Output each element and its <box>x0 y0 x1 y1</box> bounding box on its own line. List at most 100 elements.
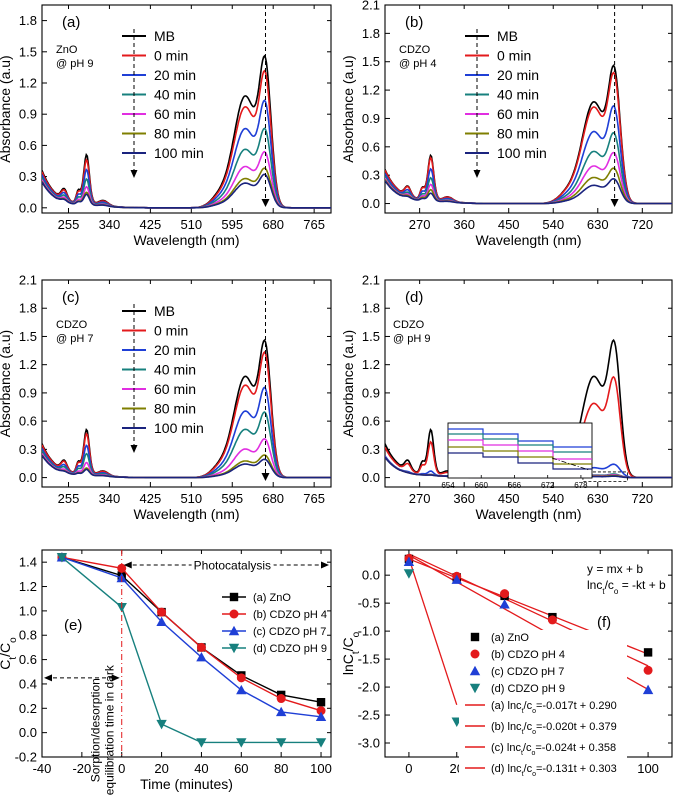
legend-marker <box>228 643 240 654</box>
y-tick-label: 0.4 <box>19 676 37 691</box>
plot-frame <box>384 4 673 214</box>
legend-entry: 100 min <box>154 145 204 161</box>
sample-label-line: @ pH 9 <box>393 333 430 345</box>
y-tick-label: 1.5 <box>362 329 380 344</box>
x-tick-label: 630 <box>587 491 609 506</box>
panel-label: (c) <box>62 289 80 306</box>
y-tick-label: 1.2 <box>19 357 37 372</box>
y-axis-label: Absorbance (a.u) <box>340 330 356 437</box>
legend-entry: MB <box>154 28 175 44</box>
y-tick-label: 1.2 <box>362 357 380 372</box>
equation-line1: y = mx + b <box>587 562 643 576</box>
data-point <box>316 698 326 707</box>
inset-x-tick-label: 666 <box>508 481 522 490</box>
series-group <box>42 54 331 209</box>
x-tick-label: 100 <box>637 761 659 776</box>
x-tick-label: 340 <box>99 491 121 506</box>
y-tick-label: 1.2 <box>19 579 37 594</box>
peak-marker-arrowhead <box>261 199 270 207</box>
x-tick-label: 425 <box>140 217 162 232</box>
inset-x-tick-label: 660 <box>475 481 489 490</box>
arrowhead <box>111 674 120 682</box>
arrowhead <box>44 674 52 682</box>
legend-fit-entry: (c) lnct/co=-0.024t + 0.358 <box>491 742 616 757</box>
legend-fit-entry: (a) lnct/co=-0.017t + 0.290 <box>491 700 617 715</box>
y-tick-label: 0.0 <box>362 470 380 485</box>
panel-label: (d) <box>405 289 423 306</box>
legend-entry: 40 min <box>497 87 539 103</box>
data-point <box>275 706 287 717</box>
y-tick-label: -1.0 <box>358 624 380 639</box>
plot-frame <box>41 279 332 488</box>
y-axis-label: Absorbance (a.u) <box>0 55 13 162</box>
sample-label-line: CDZO <box>393 319 425 331</box>
arrowhead <box>321 561 329 569</box>
series-line-80-min <box>42 454 331 479</box>
x-tick-label: 680 <box>262 491 284 506</box>
y-tick-label: 0.3 <box>19 169 37 184</box>
panel-label: (b) <box>405 14 423 31</box>
y-tick-label: 1.5 <box>362 54 380 69</box>
y-tick-label: 0.9 <box>362 111 380 126</box>
legend-marker <box>228 625 240 636</box>
y-tick-label: 0.3 <box>19 442 37 457</box>
y-axis-label: Absorbance (a.u) <box>0 330 13 437</box>
legend-entry: 80 min <box>154 126 196 142</box>
plot-frame <box>41 4 332 214</box>
inset-x-tick-label: 654 <box>441 481 455 490</box>
legend-background <box>459 630 627 804</box>
panel-b: 270 360 450 540 630 720 0.0 0.3 0.6 0.9 1.2 1.5 1.8 2… <box>340 0 673 248</box>
y-tick-label: 0.0 <box>19 200 37 215</box>
x-tick-label: 720 <box>631 491 653 506</box>
legend-marker <box>470 632 480 642</box>
data-point <box>642 684 654 695</box>
y-tick-label: 2.1 <box>362 0 380 13</box>
x-tick-label: 765 <box>303 491 325 506</box>
y-tick-label: -3.0 <box>358 736 380 751</box>
y-tick-label: 0.6 <box>19 138 37 153</box>
legend-entry: 60 min <box>154 106 196 122</box>
legend-entry: 0 min <box>154 323 188 339</box>
panel-c: 255 340 425 510 595 680 765 0.0 0.3 0.6 0.9 1.2 1.5 1… <box>0 273 332 522</box>
y-tick-label: 1.5 <box>19 44 37 59</box>
x-tick-label: 540 <box>542 491 564 506</box>
x-tick-label: 40 <box>194 761 208 776</box>
y-tick-label: 1.8 <box>362 26 380 41</box>
x-tick-label: 510 <box>180 491 202 506</box>
y-tick-label: -1.5 <box>358 652 380 667</box>
zoom-box <box>582 471 628 482</box>
data-point <box>56 553 68 563</box>
y-tick-label: 0.9 <box>362 385 380 400</box>
inset-x-tick-label: 672 <box>541 481 555 490</box>
x-tick-label: 270 <box>409 217 431 232</box>
x-axis-label: Wavelength (nm) <box>133 232 239 248</box>
dark-label-line2: equilibration time in dark <box>103 664 117 795</box>
y-tick-label: 2.1 <box>362 273 380 288</box>
legend-entry: (c) CDZO pH 7 <box>491 666 564 678</box>
y-axis-label: Ct/Co <box>0 637 19 670</box>
x-tick-label: 595 <box>221 217 243 232</box>
legend-entry: (a) ZnO <box>491 632 529 644</box>
arrowhead <box>123 561 132 569</box>
x-tick-label: 540 <box>542 217 564 232</box>
y-tick-label: 1.2 <box>362 83 380 98</box>
y-tick-label: -2.5 <box>358 708 380 723</box>
y-tick-label: 0.9 <box>19 385 37 400</box>
x-tick-label: -20 <box>72 761 91 776</box>
legend-marker <box>229 592 239 602</box>
y-tick-label: -2.0 <box>358 680 380 695</box>
x-axis-label: Wavelength (nm) <box>475 232 581 248</box>
legend-entry: 20 min <box>154 67 196 83</box>
y-tick-label: 0.6 <box>19 652 37 667</box>
panel-label: (f) <box>597 614 611 631</box>
legend-marker <box>229 609 239 619</box>
data-point <box>316 706 326 716</box>
data-point <box>403 569 415 579</box>
y-tick-label: 0.0 <box>362 196 380 211</box>
y-tick-label: 0.0 <box>19 470 37 485</box>
x-tick-label: 680 <box>262 217 284 232</box>
legend-fit-entry: (d) lnct/co=-0.131t + 0.303 <box>491 763 617 778</box>
data-point <box>451 574 462 584</box>
sample-label-line: @ pH 4 <box>399 58 436 70</box>
sample-label-line: @ pH 9 <box>56 58 93 70</box>
